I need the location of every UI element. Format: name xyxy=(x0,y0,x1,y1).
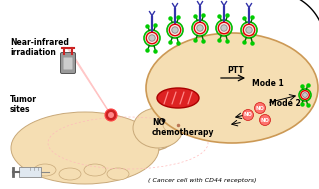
Text: Tumor
sites: Tumor sites xyxy=(10,95,37,114)
FancyBboxPatch shape xyxy=(63,57,72,70)
Ellipse shape xyxy=(163,102,173,115)
Circle shape xyxy=(246,27,252,33)
Ellipse shape xyxy=(133,108,183,148)
Ellipse shape xyxy=(34,164,56,176)
Text: Near-infrared
irradiation: Near-infrared irradiation xyxy=(10,38,69,57)
Ellipse shape xyxy=(146,33,318,143)
Text: ( Cancer cell with CD44 receptors): ( Cancer cell with CD44 receptors) xyxy=(148,178,256,183)
Circle shape xyxy=(146,32,158,44)
Circle shape xyxy=(255,102,265,114)
Ellipse shape xyxy=(157,88,199,108)
Ellipse shape xyxy=(11,112,159,184)
Ellipse shape xyxy=(59,168,81,180)
Ellipse shape xyxy=(160,99,176,119)
FancyBboxPatch shape xyxy=(61,53,76,74)
Circle shape xyxy=(169,24,181,36)
Text: NO
chemotherapy: NO chemotherapy xyxy=(152,118,214,137)
Circle shape xyxy=(218,22,230,34)
Bar xyxy=(19,167,41,177)
Circle shape xyxy=(303,93,308,97)
Circle shape xyxy=(221,25,227,31)
Text: NO: NO xyxy=(256,105,264,111)
Text: Mode 2: Mode 2 xyxy=(269,98,301,108)
Text: Mode 1: Mode 1 xyxy=(252,79,284,88)
Text: NO: NO xyxy=(244,112,252,118)
Ellipse shape xyxy=(107,168,129,180)
Circle shape xyxy=(105,109,117,121)
Text: NO: NO xyxy=(261,118,270,122)
Circle shape xyxy=(194,22,206,34)
Circle shape xyxy=(243,24,255,36)
Ellipse shape xyxy=(163,118,181,132)
Circle shape xyxy=(172,27,178,33)
Circle shape xyxy=(149,35,155,41)
Circle shape xyxy=(259,115,271,125)
Text: PTT: PTT xyxy=(227,66,244,75)
Circle shape xyxy=(108,112,114,118)
Circle shape xyxy=(197,25,203,31)
Circle shape xyxy=(242,109,254,121)
Ellipse shape xyxy=(84,164,106,176)
Circle shape xyxy=(301,91,309,99)
